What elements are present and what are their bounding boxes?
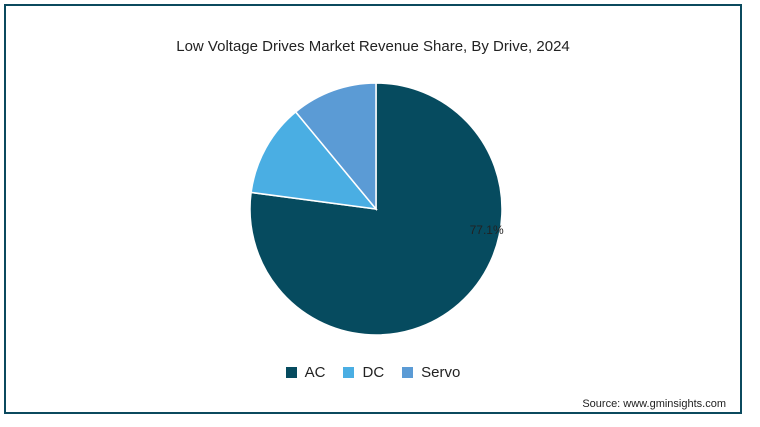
legend: AC DC Servo	[6, 364, 740, 381]
chart-title: Low Voltage Drives Market Revenue Share,…	[176, 38, 570, 55]
pie-slice-ac	[249, 82, 503, 336]
legend-item-ac: AC	[285, 364, 326, 381]
legend-swatch-ac	[285, 367, 297, 378]
pie-slice-servo	[294, 82, 377, 212]
legend-label-ac: AC	[304, 364, 326, 381]
chart-frame: Low Voltage Drives Market Revenue Share,…	[4, 4, 742, 414]
legend-swatch-dc	[343, 367, 355, 378]
pie-slice-dc	[250, 110, 378, 210]
pie-chart: 77.1%	[249, 82, 504, 336]
legend-label-servo: Servo	[421, 364, 461, 381]
legend-swatch-servo	[402, 367, 414, 378]
legend-item-servo: Servo	[402, 364, 460, 381]
data-label-ac: 77.1%	[470, 223, 504, 237]
source-note: Source: www.gminsights.com	[582, 398, 726, 410]
legend-label-dc: DC	[362, 364, 385, 381]
legend-item-dc: DC	[343, 364, 384, 381]
